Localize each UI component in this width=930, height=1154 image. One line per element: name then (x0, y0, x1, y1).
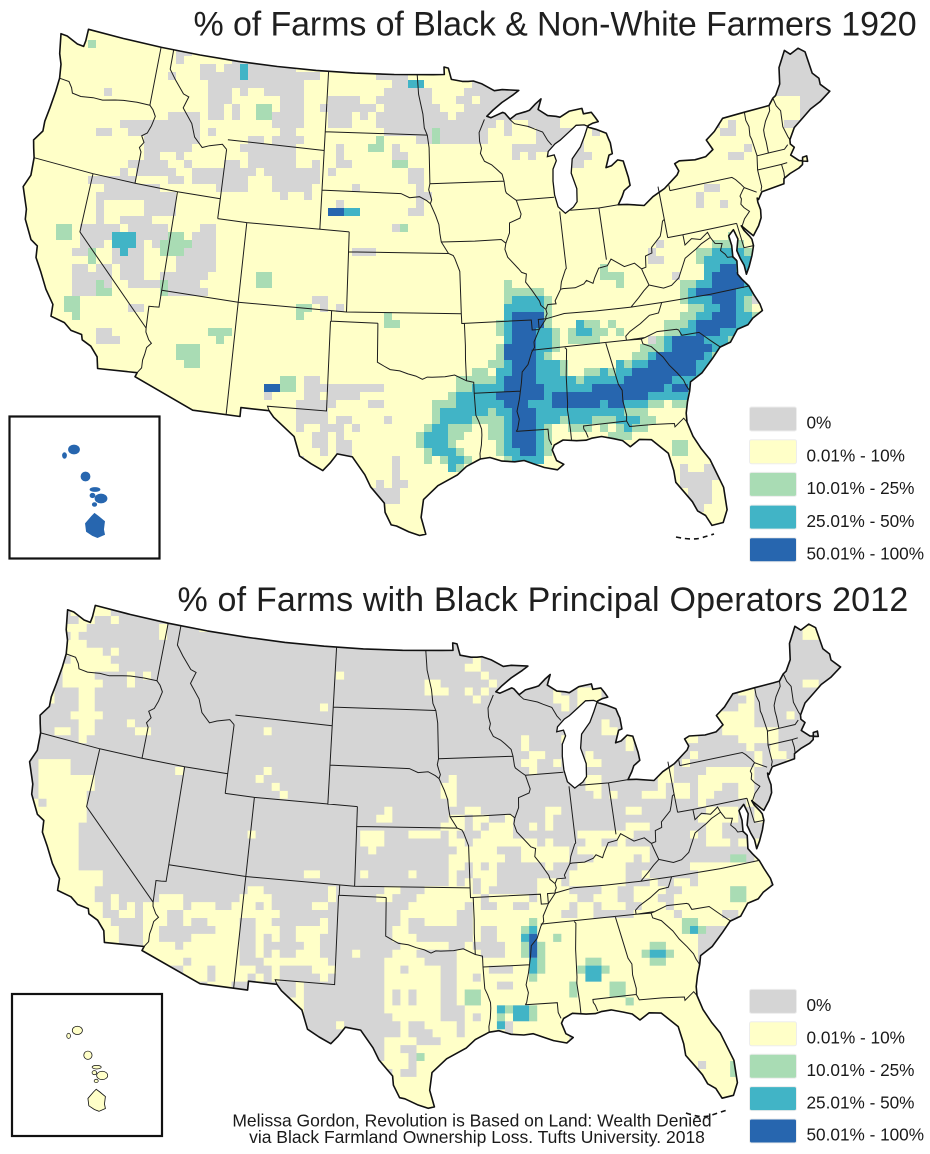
svg-text:0.01% - 10%: 0.01% - 10% (807, 445, 905, 465)
svg-text:Melissa Gordon, Revolution is: Melissa Gordon, Revolution is Based on L… (232, 1111, 711, 1131)
svg-text:50.01% - 100%: 50.01% - 100% (807, 1125, 925, 1145)
svg-text:10.01% - 25%: 10.01% - 25% (807, 478, 915, 498)
svg-text:0%: 0% (807, 413, 832, 433)
svg-text:0.01% - 10%: 0.01% - 10% (807, 1028, 905, 1048)
svg-text:% of Farms with Black Principa: % of Farms with Black Principal Operator… (177, 581, 908, 619)
svg-text:25.01% - 50%: 25.01% - 50% (807, 511, 915, 531)
svg-text:% of Farms of Black & Non-Whit: % of Farms of Black & Non-White Farmers … (193, 6, 916, 44)
svg-text:50.01% - 100%: 50.01% - 100% (807, 544, 925, 564)
svg-text:via Black Farmland Ownership L: via Black Farmland Ownership Loss. Tufts… (249, 1127, 705, 1147)
svg-text:0%: 0% (807, 995, 832, 1015)
svg-text:10.01% - 25%: 10.01% - 25% (807, 1060, 915, 1080)
svg-text:25.01% - 50%: 25.01% - 50% (807, 1092, 915, 1112)
